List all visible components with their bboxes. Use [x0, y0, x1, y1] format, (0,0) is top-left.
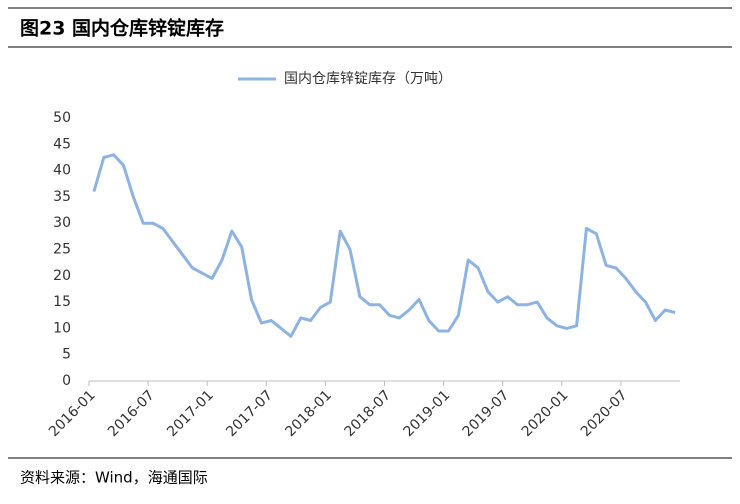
- x-tick-label: 2019-07: [460, 387, 513, 440]
- x-tick-label: 2020-01: [519, 387, 572, 440]
- x-tick-label: 2016-01: [46, 387, 99, 440]
- series-line: [92, 153, 676, 338]
- y-tick-label: 30: [53, 215, 71, 231]
- y-tick-label: 15: [53, 294, 71, 310]
- source-note: 资料来源：Wind，海通国际: [20, 469, 208, 487]
- x-tick-label: 2017-07: [223, 387, 276, 440]
- y-tick-label: 45: [53, 136, 71, 152]
- y-tick-label: 10: [53, 320, 71, 336]
- y-tick-label: 40: [53, 163, 71, 179]
- y-tick-label: 20: [53, 268, 71, 284]
- legend-label: 国内仓库锌锭库存（万吨）: [284, 71, 452, 87]
- x-tick-label: 2019-01: [401, 387, 454, 440]
- chart-title: 图23 国内仓库锌锭库存: [20, 17, 224, 40]
- y-tick-label: 35: [53, 189, 71, 205]
- y-tick-label: 50: [53, 110, 71, 126]
- y-tick-label: 5: [62, 347, 71, 363]
- y-tick-label: 25: [53, 242, 71, 258]
- x-tick-label: 2018-07: [341, 387, 394, 440]
- x-tick-label: 2017-01: [164, 387, 217, 440]
- y-tick-label: 0: [62, 373, 71, 389]
- x-tick-label: 2016-07: [105, 387, 158, 440]
- x-tick-label: 2020-07: [578, 387, 631, 440]
- x-tick-label: 2018-01: [282, 387, 335, 440]
